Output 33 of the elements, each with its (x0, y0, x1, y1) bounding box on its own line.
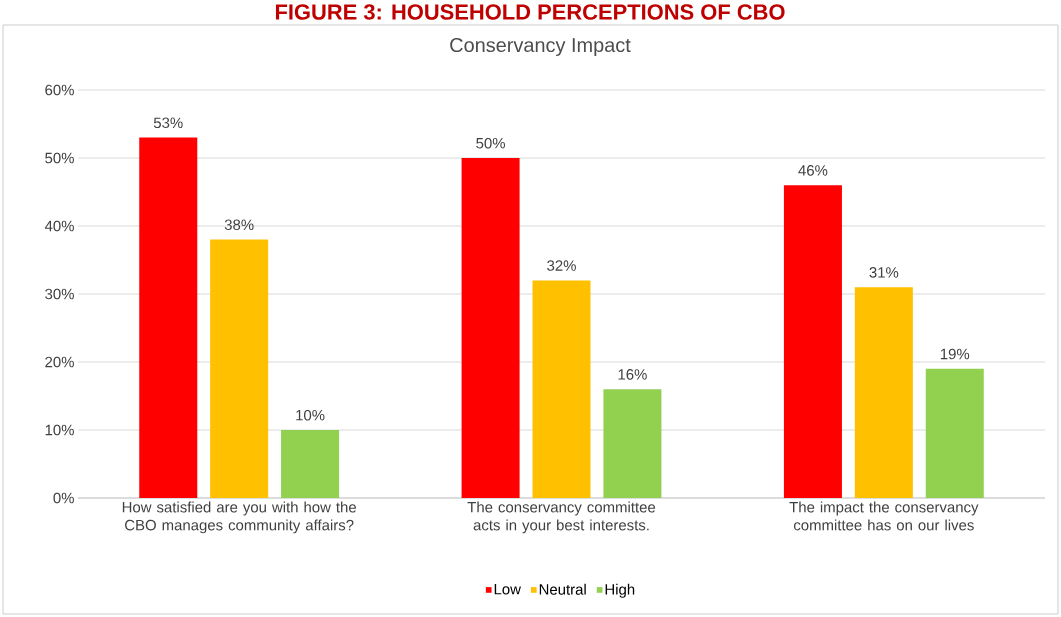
bar (281, 430, 340, 498)
x-tick-label: The impact the conservancy committee has on our lives (789, 501, 979, 531)
data-label: 53% (153, 117, 183, 129)
bar (139, 137, 198, 498)
caption: FIGURE 3: HOUSEHOLD PERCEPTIONS OF CBO (275, 4, 785, 20)
legend-label: High (605, 583, 635, 598)
data-label: 38% (224, 219, 254, 231)
x-tick-label: How satisfied are you with how the CBO manages community affairs? (122, 501, 356, 534)
x-tick-label: The conservancy committee acts in your best interests. (467, 501, 656, 534)
y-tick-label: 0% (53, 492, 74, 504)
bar (603, 389, 662, 498)
bar (783, 185, 842, 498)
data-label: 10% (296, 409, 325, 421)
bar (461, 158, 520, 498)
y-tick-label: 40% (44, 220, 74, 232)
legend-label: Neutral (539, 583, 586, 595)
data-label: 32% (547, 260, 576, 271)
bar (532, 280, 591, 498)
data-label: 16% (618, 369, 647, 380)
legend-label: Low (494, 584, 521, 595)
bar (854, 287, 913, 498)
bar (210, 239, 269, 498)
bar (925, 368, 984, 498)
y-tick-label: 20% (45, 356, 74, 368)
y-tick-label: 50% (45, 152, 74, 164)
y-tick-label: 60% (45, 84, 74, 96)
data-label: 46% (798, 165, 828, 176)
data-label: 50% (476, 137, 505, 149)
chart-title: Conservancy Impact (450, 37, 631, 57)
data-label: 31% (869, 267, 899, 278)
y-tick-label: 30% (45, 288, 74, 300)
data-label: 19% (940, 348, 970, 360)
y-tick-label: 10% (45, 424, 74, 436)
